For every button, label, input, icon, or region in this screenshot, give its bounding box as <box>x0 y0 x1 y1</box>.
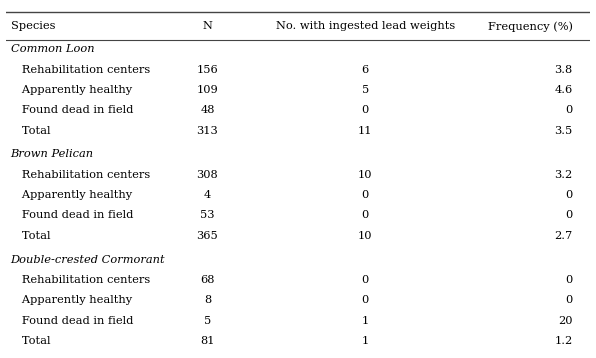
Text: Apparently healthy: Apparently healthy <box>11 190 132 200</box>
Text: 1: 1 <box>362 336 369 346</box>
Text: 48: 48 <box>200 105 215 115</box>
Text: 3.2: 3.2 <box>554 170 573 180</box>
Text: Found dead in field: Found dead in field <box>11 316 133 326</box>
Text: 53: 53 <box>200 211 215 221</box>
Text: 0: 0 <box>565 295 573 305</box>
Text: 365: 365 <box>197 231 218 241</box>
Text: 0: 0 <box>565 190 573 200</box>
Text: 3.8: 3.8 <box>554 64 573 74</box>
Text: Common Loon: Common Loon <box>11 44 94 54</box>
Text: N: N <box>203 21 212 32</box>
Text: 0: 0 <box>362 105 369 115</box>
Text: Total: Total <box>11 126 50 136</box>
Text: 8: 8 <box>204 295 211 305</box>
Text: 0: 0 <box>565 105 573 115</box>
Text: 0: 0 <box>565 211 573 221</box>
Text: 5: 5 <box>362 85 369 95</box>
Text: 109: 109 <box>197 85 218 95</box>
Text: Rehabilitation centers: Rehabilitation centers <box>11 170 150 180</box>
Text: 5: 5 <box>204 316 211 326</box>
Text: Rehabilitation centers: Rehabilitation centers <box>11 275 150 285</box>
Text: Found dead in field: Found dead in field <box>11 105 133 115</box>
Text: Rehabilitation centers: Rehabilitation centers <box>11 64 150 74</box>
Text: 81: 81 <box>200 336 215 346</box>
Text: 1.2: 1.2 <box>554 336 573 346</box>
Text: 3.5: 3.5 <box>554 126 573 136</box>
Text: 0: 0 <box>362 275 369 285</box>
Text: Double-crested Cormorant: Double-crested Cormorant <box>11 255 165 265</box>
Text: Frequency (%): Frequency (%) <box>488 21 573 32</box>
Text: 11: 11 <box>358 126 372 136</box>
Text: 20: 20 <box>558 316 573 326</box>
Text: Apparently healthy: Apparently healthy <box>11 85 132 95</box>
Text: 156: 156 <box>197 64 218 74</box>
Text: Total: Total <box>11 336 50 346</box>
Text: 4: 4 <box>204 190 211 200</box>
Text: 0: 0 <box>362 190 369 200</box>
Text: 0: 0 <box>362 211 369 221</box>
Text: 1: 1 <box>362 316 369 326</box>
Text: 10: 10 <box>358 170 372 180</box>
Text: Found dead in field: Found dead in field <box>11 211 133 221</box>
Text: Apparently healthy: Apparently healthy <box>11 295 132 305</box>
Text: 308: 308 <box>197 170 218 180</box>
Text: Brown Pelican: Brown Pelican <box>11 149 94 159</box>
Text: 0: 0 <box>565 275 573 285</box>
Text: 68: 68 <box>200 275 215 285</box>
Text: 10: 10 <box>358 231 372 241</box>
Text: 0: 0 <box>362 295 369 305</box>
Text: 6: 6 <box>362 64 369 74</box>
Text: 4.6: 4.6 <box>554 85 573 95</box>
Text: Species: Species <box>11 21 55 32</box>
Text: 2.7: 2.7 <box>554 231 573 241</box>
Text: 313: 313 <box>197 126 218 136</box>
Text: Total: Total <box>11 231 50 241</box>
Text: No. with ingested lead weights: No. with ingested lead weights <box>275 21 455 32</box>
